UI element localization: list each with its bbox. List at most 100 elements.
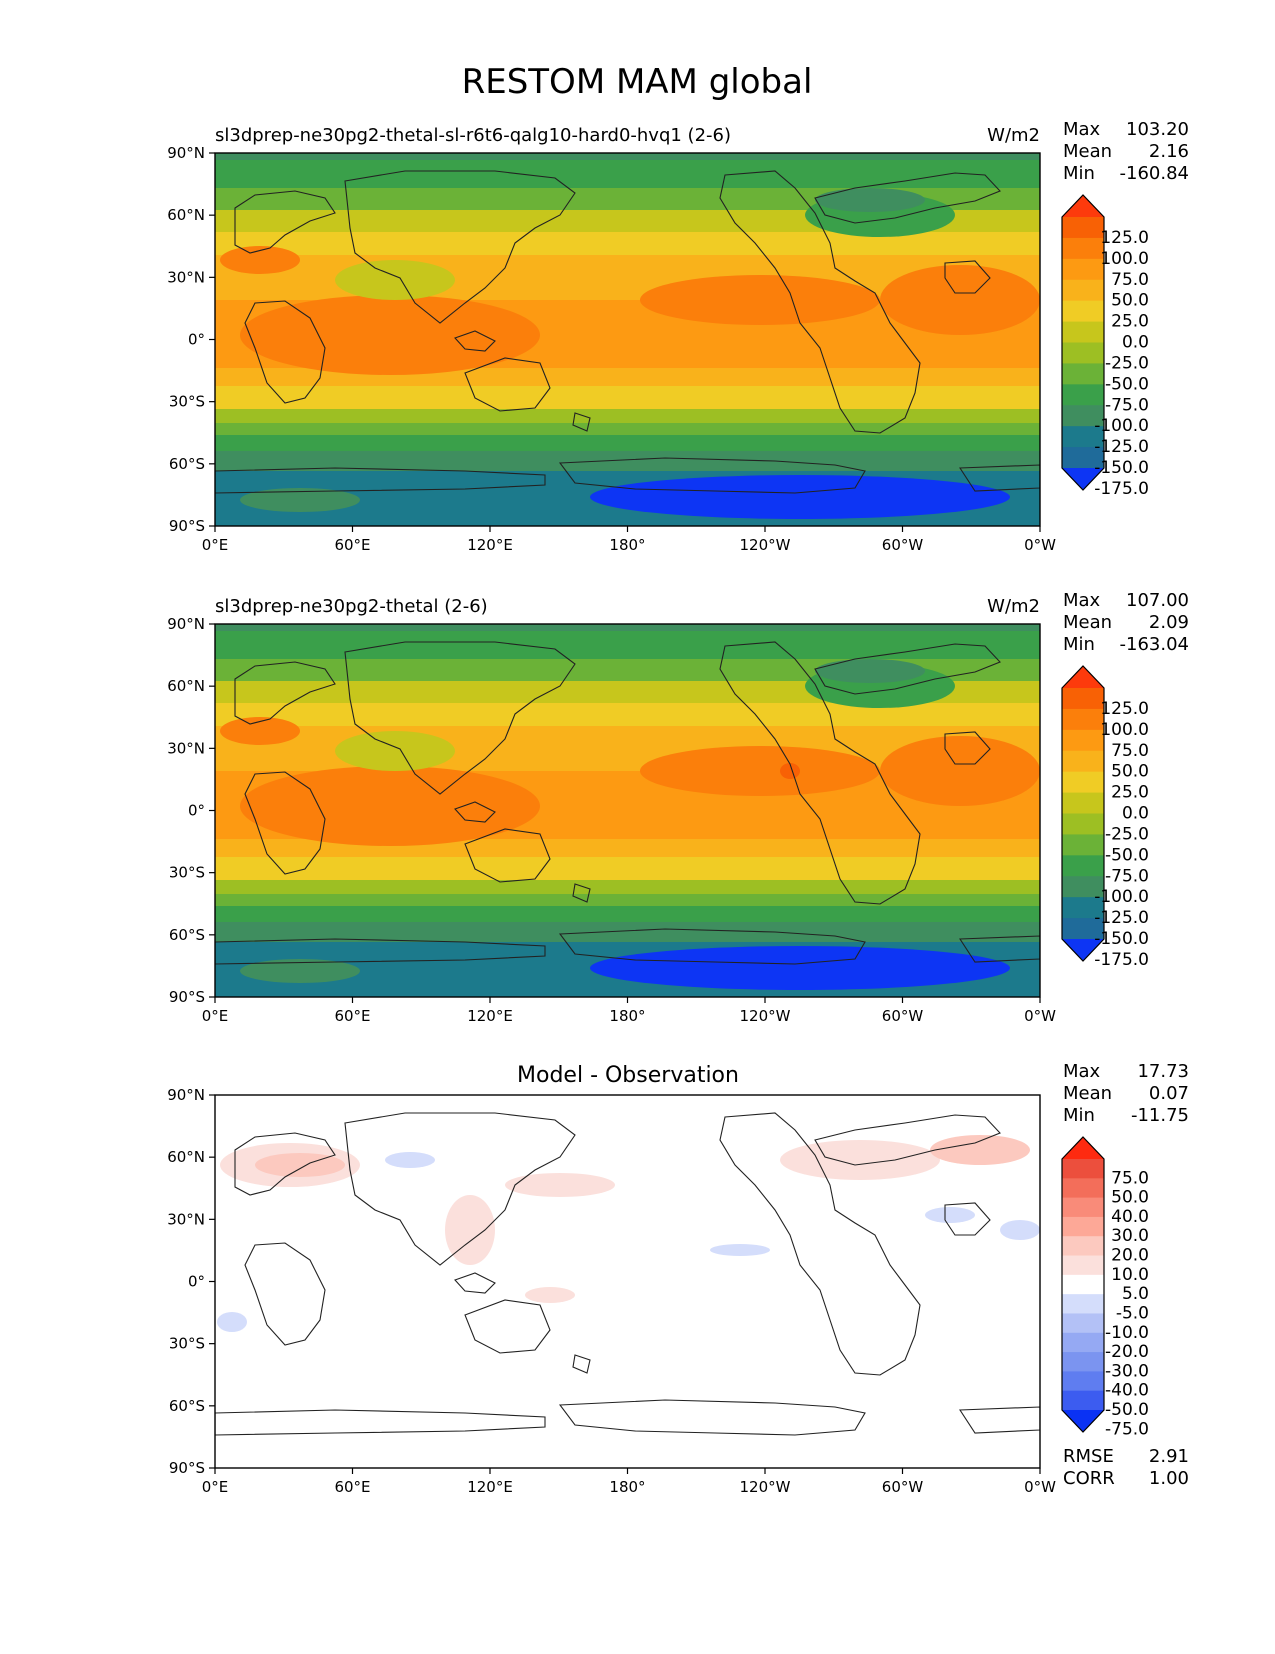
- colorbar-tick-label: 75.0: [1111, 270, 1149, 290]
- coastline: [234, 190, 336, 254]
- colorbar-segment: [1062, 1313, 1104, 1334]
- colorbar-extend-min: [1062, 468, 1104, 490]
- y-tick-label: 30°N: [167, 739, 205, 757]
- x-tick-label: 120°W: [740, 1007, 791, 1025]
- colorbar-outline: [1061, 194, 1105, 491]
- y-tick-label: 90°S: [169, 988, 205, 1006]
- colorbar-segment: [1062, 342, 1104, 364]
- x-axis-test: 0°E 60°E 120°E 180° 120°W 60°W 0°W: [202, 526, 1056, 554]
- x-tick-label: 0°E: [202, 536, 229, 554]
- coastline: [959, 935, 1040, 963]
- y-tick-label: 60°S: [169, 1397, 205, 1415]
- y-tick-label: 30°N: [167, 1210, 205, 1228]
- colorbar-tick-label: -20.0: [1105, 1342, 1149, 1362]
- colorbar-segment: [1062, 384, 1104, 406]
- colorbar-segment: [1062, 855, 1104, 877]
- stat-min-label: Min: [1063, 1105, 1095, 1126]
- coastline: [558, 928, 866, 965]
- colorbar-segment: [1062, 729, 1104, 752]
- coastline: [234, 661, 336, 725]
- coastline: [572, 412, 591, 432]
- colorbar-segment: [1062, 1197, 1104, 1218]
- coastline: [558, 457, 866, 494]
- colorbar-outline: [1061, 665, 1105, 962]
- colorbar-tick-label: 10.0: [1111, 1265, 1149, 1285]
- y-tick-label: 90°N: [167, 1086, 205, 1104]
- colorbar-tick-label: 75.0: [1111, 1168, 1149, 1188]
- coastline: [344, 170, 576, 324]
- colorbar-tick-label: 25.0: [1111, 312, 1149, 332]
- coastline: [814, 643, 1001, 695]
- stat-max-label: Max: [1063, 590, 1101, 611]
- y-tick-label: 0°: [188, 1273, 205, 1291]
- colorbar-extend-max: [1062, 195, 1104, 217]
- colorbar-test: 125.0100.075.050.025.00.0-25.0-50.0-75.0…: [1061, 194, 1149, 499]
- y-tick-label: 60°N: [167, 206, 205, 224]
- colorbar-extend-max: [1062, 666, 1104, 688]
- stat-min-label: Min: [1063, 163, 1095, 184]
- figure-title: RESTOM MAM global: [462, 62, 813, 102]
- panel-difference: 0°E 60°E 120°E 180° 120°W 60°W 0°W 90°N 60°N 30°…: [167, 1061, 1189, 1496]
- x-tick-label: 0°E: [202, 1007, 229, 1025]
- colorbar-tick-label: 30.0: [1111, 1226, 1149, 1246]
- colorbar-segment: [1062, 279, 1104, 302]
- y-tick-label: 60°S: [169, 926, 205, 944]
- colorbar-segment: [1062, 792, 1104, 814]
- colorbar-tick-label: -50.0: [1105, 845, 1149, 865]
- map-field-reference: [215, 624, 1040, 997]
- stat-min-label: Min: [1063, 634, 1095, 655]
- coastline: [464, 1299, 551, 1354]
- coastline: [234, 1132, 336, 1196]
- map-field-difference: [215, 1095, 1040, 1468]
- stat-max-value: 107.00: [1126, 590, 1189, 611]
- coastline: [719, 641, 921, 905]
- panel-units: W/m2: [987, 596, 1040, 617]
- colorbar-tick-label: 75.0: [1111, 741, 1149, 761]
- stat-min-value: -160.84: [1120, 163, 1189, 184]
- stat-mean-value: 2.09: [1149, 612, 1189, 633]
- coastline: [215, 938, 546, 965]
- x-tick-label: 60°W: [882, 536, 924, 554]
- coastline: [719, 1112, 921, 1376]
- x-axis-difference: 0°E 60°E 120°E 180° 120°W 60°W 0°W: [202, 1468, 1056, 1496]
- colorbar-segment: [1062, 688, 1104, 710]
- colorbar-tick-label: -75.0: [1105, 1419, 1149, 1439]
- stats-test: Max 103.20 Mean 2.16 Min -160.84: [1063, 119, 1189, 184]
- colorbar-segment: [1062, 1371, 1104, 1392]
- coastline: [558, 1399, 866, 1436]
- stat-max-label: Max: [1063, 119, 1101, 140]
- colorbar-tick-label: 50.0: [1111, 762, 1149, 782]
- y-tick-label: 30°S: [169, 864, 205, 882]
- stat-rmse-value: 2.91: [1149, 1446, 1189, 1467]
- colorbar-segment: [1062, 1352, 1104, 1372]
- x-tick-label: 120°E: [467, 1478, 513, 1496]
- colorbar-tick-label: -175.0: [1094, 950, 1149, 970]
- colorbar-segment: [1062, 1294, 1104, 1314]
- colorbar-tick-label: -25.0: [1105, 353, 1149, 373]
- colorbar-segment: [1062, 897, 1104, 919]
- y-tick-label: 30°S: [169, 393, 205, 411]
- y-tick-label: 90°S: [169, 517, 205, 535]
- coastline: [244, 771, 326, 875]
- stat-mean-value: 0.07: [1149, 1083, 1189, 1104]
- colorbar-tick-label: 50.0: [1111, 1188, 1149, 1208]
- colorbar-tick-label: -30.0: [1105, 1361, 1149, 1381]
- colorbar-tick-label: -50.0: [1105, 1400, 1149, 1420]
- stat-rmse-label: RMSE: [1063, 1446, 1114, 1467]
- panel-left-title: sl3dprep-ne30pg2-thetal-sl-r6t6-qalg10-h…: [215, 125, 731, 146]
- colorbar-tick-label: 0.0: [1122, 333, 1149, 353]
- coastline: [215, 1409, 546, 1436]
- stat-max-value: 103.20: [1126, 119, 1189, 140]
- colorbar-segment: [1062, 1390, 1104, 1411]
- colorbar-tick-label: -75.0: [1105, 395, 1149, 415]
- colorbar-tick-label: 100.0: [1100, 720, 1149, 740]
- colorbar-tick-label: 50.0: [1111, 291, 1149, 311]
- x-tick-label: 0°W: [1024, 1007, 1056, 1025]
- x-tick-label: 120°W: [740, 536, 791, 554]
- coastline: [454, 1272, 496, 1294]
- coastlines-difference: [215, 1112, 1040, 1436]
- colorbar-tick-label: -150.0: [1094, 458, 1149, 478]
- colorbar-segment: [1062, 258, 1104, 281]
- stat-min-value: -163.04: [1120, 634, 1189, 655]
